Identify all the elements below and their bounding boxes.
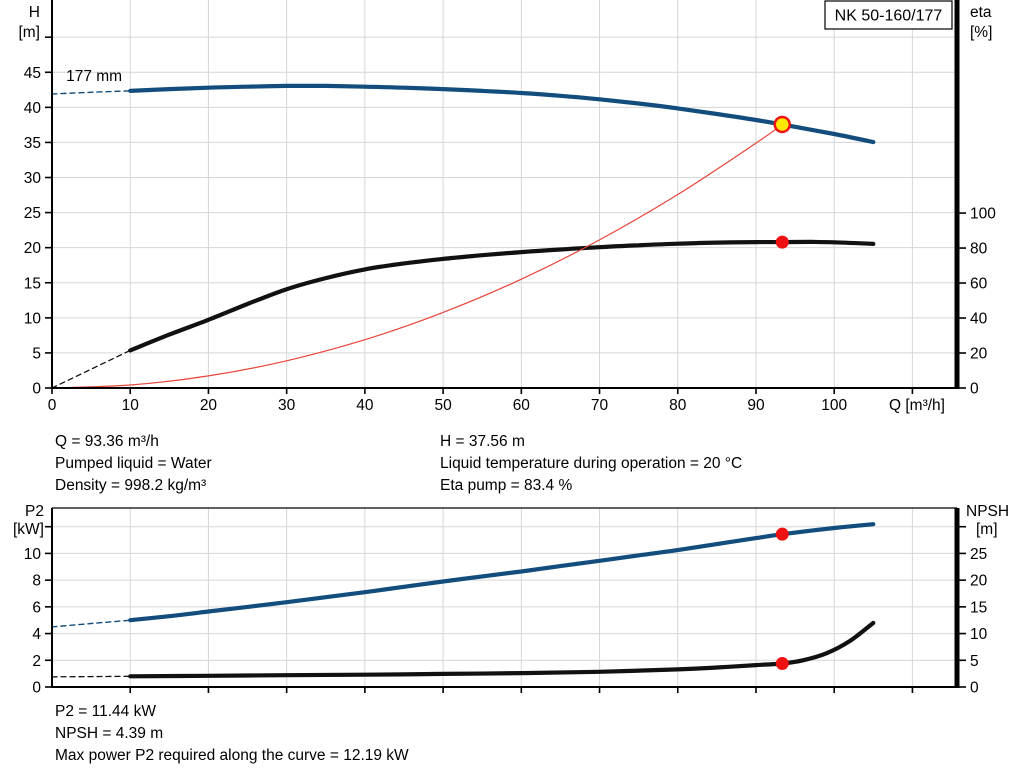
info-line-liquid: Pumped liquid = Water — [55, 455, 212, 472]
duty-point-qh — [773, 115, 792, 134]
operating-point-info-right: H = 37.56 m Liquid temperature during op… — [440, 431, 742, 497]
npsh-curve — [128, 620, 876, 679]
y-left-tick-label: 4 — [32, 626, 41, 643]
info-line-eta: Eta pump = 83.4 % — [440, 477, 573, 494]
y-right-axis-title: NPSH — [966, 503, 1009, 520]
y-right-axis-unit: [%] — [970, 24, 992, 41]
y-left-tick-label: 5 — [32, 345, 41, 362]
x-tick-label: 50 — [434, 397, 452, 414]
y-right-tick-label: 20 — [970, 573, 988, 590]
info-line-maxpower: Max power P2 required along the curve = … — [55, 747, 409, 764]
y-right-tick-label: 10 — [970, 626, 988, 643]
y-left-tick-label: 0 — [32, 680, 41, 697]
pump-type-label: NK 50-160/177 — [835, 8, 943, 25]
y-left-tick-label: 40 — [24, 100, 42, 117]
info-line-p2: P2 = 11.44 kW — [55, 703, 156, 720]
duty-point-p2 — [775, 527, 789, 541]
y-right-tick-label: 25 — [970, 546, 987, 563]
y-right-tick-label: 15 — [970, 599, 987, 616]
y-left-tick-label: 25 — [24, 205, 41, 222]
y-right-tick-label: 5 — [970, 653, 979, 670]
y-left-tick-label: 35 — [24, 135, 41, 152]
y-left-tick-label: 15 — [24, 275, 41, 292]
x-tick-label: 60 — [513, 397, 531, 414]
y-right-axis-unit: [m] — [976, 521, 998, 538]
y-left-axis-title: P2 — [25, 503, 44, 520]
info-line-temperature: Liquid temperature during operation = 20… — [440, 455, 743, 472]
x-tick-label: 70 — [591, 397, 609, 414]
x-tick-label: 80 — [669, 397, 687, 414]
system-resistance-curve — [51, 123, 783, 389]
operating-point-info-left: Q = 93.36 m³/h Pumped liquid = Water Den… — [55, 431, 212, 497]
x-tick-label: 10 — [122, 397, 140, 414]
power-npsh-info: P2 = 11.44 kW NPSH = 4.39 m Max power P2… — [55, 701, 409, 767]
x-axis-title: Q [m³/h] — [889, 397, 945, 414]
head-curve-extrapolated — [51, 90, 131, 95]
y-right-tick-label: 20 — [970, 346, 988, 363]
pump-type-box — [824, 0, 953, 30]
y-right-tick-label: 100 — [970, 206, 996, 223]
info-line-q: Q = 93.36 m³/h — [55, 433, 159, 450]
y-left-tick-label: 8 — [32, 573, 41, 590]
duty-point-npsh — [775, 657, 789, 671]
y-left-tick-label: 45 — [24, 65, 41, 82]
y-right-tick-label: 0 — [970, 680, 979, 697]
eta-curve — [128, 239, 876, 353]
info-line-npsh: NPSH = 4.39 m — [55, 725, 164, 742]
duty-point-eta — [775, 235, 789, 249]
npsh-curve-extrapolated — [51, 675, 131, 678]
y-left-axis-unit: [kW] — [13, 521, 44, 538]
x-tick-label: 20 — [200, 397, 218, 414]
x-tick-label: 90 — [747, 397, 765, 414]
y-right-tick-label: 80 — [970, 241, 988, 258]
eta-curve-extrapolated — [51, 349, 131, 389]
impeller-diameter-label: 177 mm — [66, 68, 122, 85]
y-right-axis-title: eta — [970, 4, 992, 21]
y-left-tick-label: 6 — [32, 599, 41, 616]
y-left-axis-unit: [m] — [18, 24, 40, 41]
p2-curve — [128, 522, 876, 623]
y-right-tick-label: 40 — [970, 311, 988, 328]
y-left-tick-label: 20 — [24, 240, 42, 257]
y-left-axis-title: H — [29, 4, 40, 21]
info-line-density: Density = 998.2 kg/m³ — [55, 477, 207, 494]
y-left-tick-label: 0 — [32, 381, 41, 398]
x-tick-label: 40 — [356, 397, 374, 414]
x-tick-label: 0 — [48, 397, 57, 414]
y-left-tick-label: 30 — [24, 170, 42, 187]
x-tick-label: 30 — [278, 397, 296, 414]
info-line-h: H = 37.56 m — [440, 433, 525, 450]
y-right-tick-label: 60 — [970, 276, 988, 293]
y-left-tick-label: 10 — [24, 310, 42, 327]
y-left-tick-label: 10 — [24, 546, 42, 563]
x-tick-label: 100 — [821, 397, 847, 414]
y-left-tick-label: 2 — [32, 653, 41, 670]
p2-curve-extrapolated — [51, 619, 131, 628]
head-curve — [128, 83, 876, 145]
y-right-tick-label: 0 — [970, 381, 979, 398]
